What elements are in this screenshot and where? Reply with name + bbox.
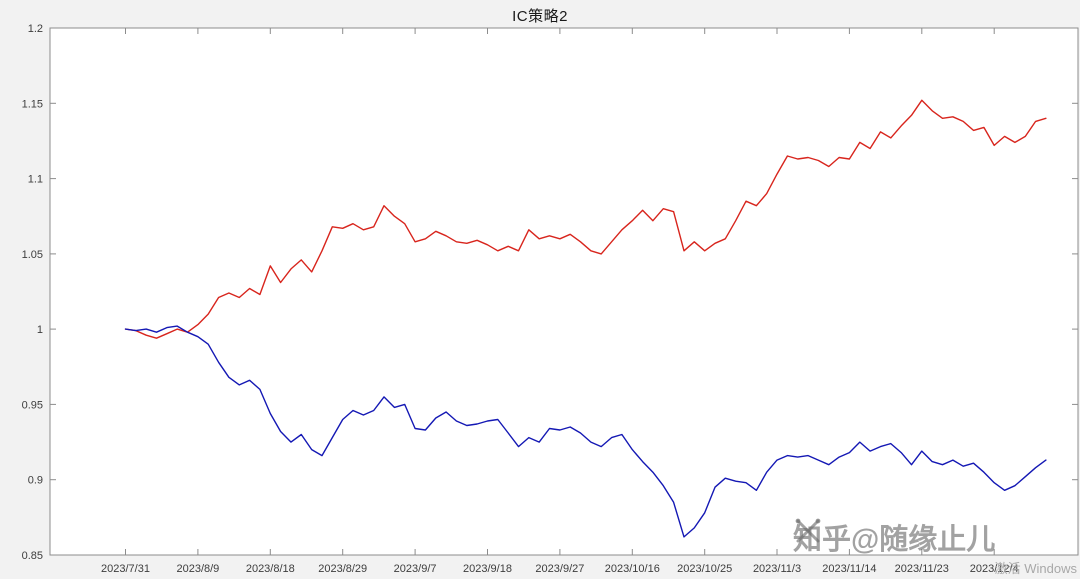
x-tick-label: 2023/8/9 bbox=[176, 563, 219, 575]
x-tick-label: 2023/10/16 bbox=[605, 563, 660, 575]
x-tick-label: 2023/8/29 bbox=[318, 563, 367, 575]
y-tick-label: 1 bbox=[37, 324, 43, 336]
x-tick-label: 2023/8/18 bbox=[246, 563, 295, 575]
x-tick-label: 2023/11/3 bbox=[753, 563, 801, 575]
line-series-red bbox=[124, 99, 1047, 339]
y-tick-label: 0.85 bbox=[22, 550, 43, 562]
y-tick-label: 0.95 bbox=[22, 399, 43, 411]
y-tick-label: 1.2 bbox=[28, 23, 43, 35]
x-tick-label: 2023/9/27 bbox=[535, 563, 584, 575]
x-tick-label: 2023/9/18 bbox=[463, 563, 512, 575]
x-tick-label: 2023/10/25 bbox=[677, 563, 732, 575]
x-tick-label: 2023/9/7 bbox=[394, 563, 437, 575]
x-tick-label: 2023/11/14 bbox=[822, 563, 876, 575]
y-tick-label: 1.15 bbox=[22, 98, 43, 110]
line-series-blue bbox=[124, 325, 1047, 538]
x-tick-label: 2023/7/31 bbox=[101, 563, 150, 575]
y-tick-label: 1.1 bbox=[28, 174, 43, 186]
axes-box bbox=[49, 27, 1079, 556]
y-tick-label: 1.05 bbox=[22, 249, 43, 261]
x-tick-label: 2023/12/4 bbox=[970, 563, 1019, 575]
chart-title: IC策略2 bbox=[512, 8, 568, 25]
y-tick-label: 0.9 bbox=[28, 475, 43, 487]
x-tick-label: 2023/11/23 bbox=[895, 563, 949, 575]
